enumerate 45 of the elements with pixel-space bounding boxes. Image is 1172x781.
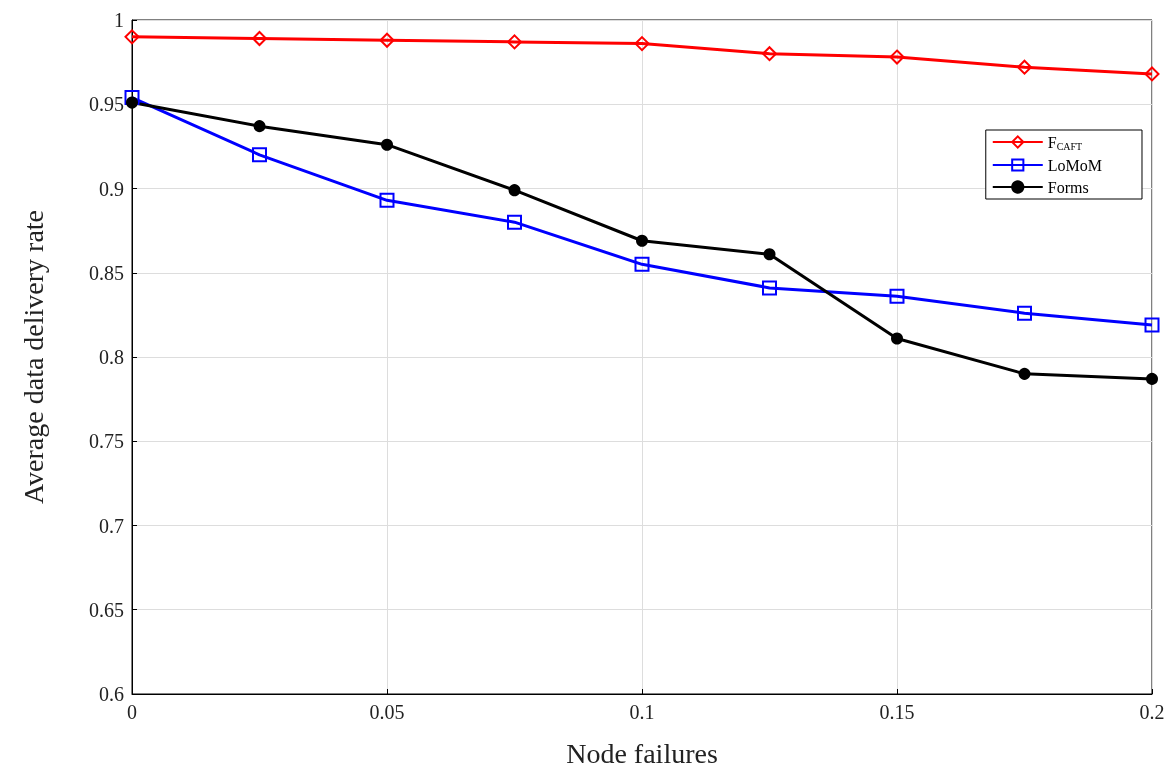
point xyxy=(507,214,522,230)
y-tick-label: 0.75 xyxy=(89,430,124,453)
y-tick-label: 0.8 xyxy=(99,346,124,368)
point xyxy=(1018,367,1031,380)
x-tick-label: 0.05 xyxy=(369,701,405,723)
point xyxy=(634,36,650,52)
point xyxy=(252,31,267,47)
point xyxy=(381,138,393,151)
point xyxy=(762,280,777,296)
point xyxy=(891,332,903,345)
x-tick-label: 0 xyxy=(127,701,137,723)
point xyxy=(636,234,648,247)
point xyxy=(507,34,522,50)
point xyxy=(508,184,521,197)
point xyxy=(889,49,905,65)
y-tick-label: 0.85 xyxy=(89,261,124,284)
x-tick-label: 0.15 xyxy=(879,701,915,723)
point xyxy=(1146,372,1158,385)
x-axis-title: Node failures xyxy=(566,737,718,769)
point xyxy=(889,288,905,304)
point xyxy=(1017,305,1032,321)
point xyxy=(379,192,395,208)
point xyxy=(1017,59,1032,75)
y-axis-title: Average data delivery rate xyxy=(17,209,49,505)
point xyxy=(124,90,140,106)
x-tick-label: 0.2 xyxy=(1139,701,1165,723)
x-tick-label: 0.1 xyxy=(629,701,655,723)
point xyxy=(252,147,267,163)
legend-label: LoMoM xyxy=(1047,156,1103,174)
point xyxy=(124,29,140,45)
point xyxy=(379,32,395,48)
point xyxy=(253,120,266,133)
y-tick-label: 1 xyxy=(114,9,124,31)
y-tick-label: 0.95 xyxy=(89,93,124,116)
y-tick-label: 0.7 xyxy=(99,514,124,537)
point xyxy=(1144,317,1160,333)
point xyxy=(762,46,777,62)
legend-label: Forms xyxy=(1047,178,1089,196)
point xyxy=(126,96,138,109)
point xyxy=(1144,66,1160,82)
point xyxy=(634,256,650,272)
y-tick-label: 0.6 xyxy=(99,683,124,705)
point xyxy=(763,248,776,261)
y-tick-label: 0.9 xyxy=(99,177,124,200)
y-tick-label: 0.65 xyxy=(89,598,124,621)
